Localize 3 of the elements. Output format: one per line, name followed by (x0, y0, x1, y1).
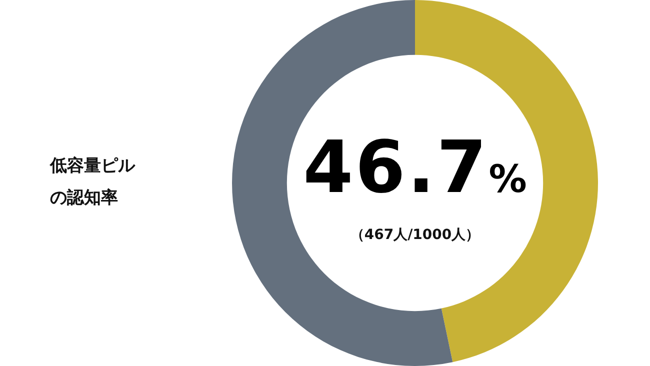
text: 低容量ピルの認知率 (50, 155, 136, 210)
text: 46.7% (303, 125, 527, 209)
text: （467人/1000人） (349, 226, 481, 244)
